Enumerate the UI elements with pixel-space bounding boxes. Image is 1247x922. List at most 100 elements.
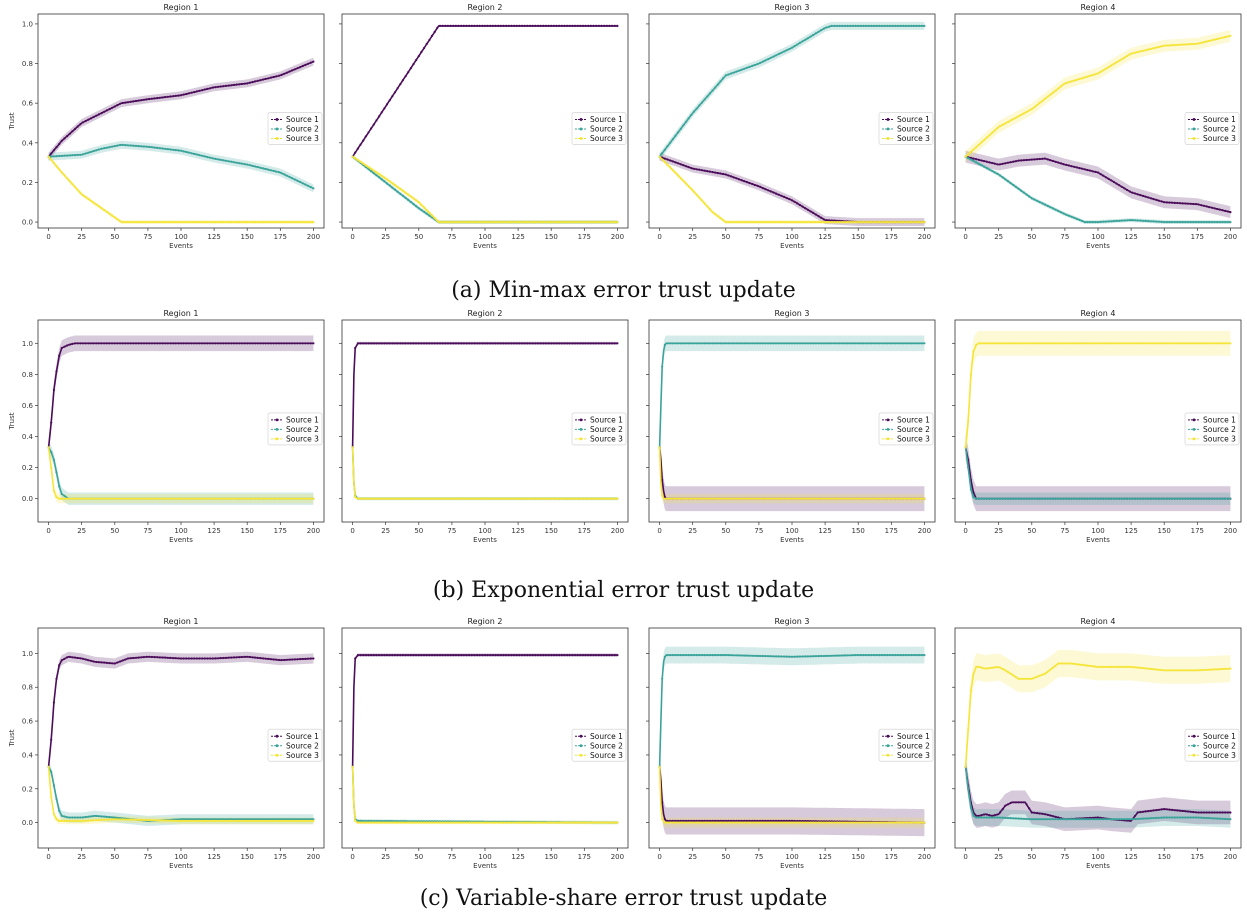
series-point [584, 221, 587, 224]
series-point [449, 821, 452, 824]
series-point [272, 75, 275, 79]
series-point [531, 342, 534, 345]
series-point [793, 200, 796, 203]
series-point [515, 342, 518, 345]
series-point [1099, 173, 1102, 176]
series-point [515, 654, 518, 657]
series-point [121, 497, 124, 500]
series-point [407, 654, 410, 657]
series-point [438, 342, 442, 345]
series-point [354, 157, 357, 160]
series-point [219, 819, 222, 823]
series-point [812, 342, 815, 345]
series-point [259, 818, 262, 821]
series-point [891, 24, 894, 27]
series-point [1062, 497, 1065, 500]
series-point [875, 497, 878, 500]
x-tick-label: 0 [657, 527, 661, 535]
series-point [1134, 814, 1137, 817]
legend-marker [579, 137, 583, 140]
series-point [1073, 497, 1076, 500]
series-point [809, 35, 812, 38]
series-point [140, 497, 143, 500]
series-point [809, 821, 812, 824]
series-point [1014, 185, 1018, 188]
series-point [248, 342, 251, 345]
series-point [129, 342, 132, 345]
series-point [513, 221, 516, 224]
series-point [103, 208, 106, 212]
series-point [68, 132, 71, 135]
series-point [489, 24, 492, 27]
series-point [206, 221, 209, 224]
series-point [201, 657, 204, 660]
series-point [81, 121, 85, 124]
series-point [1118, 497, 1121, 500]
series-point [1091, 221, 1094, 224]
x-tick-label: 175 [885, 233, 898, 241]
series-point [980, 342, 983, 345]
series-point [820, 29, 823, 32]
x-tick-label: 150 [852, 233, 865, 241]
series-point [1194, 42, 1198, 45]
series-point [401, 497, 404, 500]
series-point [998, 497, 1002, 500]
series-point [1226, 497, 1229, 500]
series-point [1025, 158, 1028, 162]
series-point [1091, 497, 1094, 500]
series-point [1049, 668, 1052, 671]
series-point [415, 342, 418, 345]
series-point [1070, 497, 1073, 500]
y-tick-label: 0.0 [22, 495, 33, 503]
series-point [100, 818, 103, 822]
series-point [272, 819, 275, 823]
series-point [380, 654, 383, 657]
legend-marker [275, 118, 279, 121]
series-point [1160, 808, 1163, 811]
series-point [87, 819, 90, 822]
series-point [1041, 673, 1044, 676]
series-point [1173, 497, 1176, 500]
series-point [830, 219, 833, 222]
series-point [722, 172, 725, 176]
legend-marker [579, 744, 583, 748]
series-point [1197, 342, 1200, 345]
series-point [544, 821, 548, 824]
series-point [772, 819, 775, 823]
series-point [870, 654, 873, 657]
series-point [1073, 818, 1076, 821]
series-point [1136, 193, 1139, 196]
series-point [743, 67, 746, 70]
series-point [743, 654, 746, 657]
series-point [235, 221, 238, 224]
series-point [891, 497, 894, 500]
series-point [1083, 76, 1086, 79]
x-tick-label: 25 [77, 233, 86, 241]
series-point [756, 221, 759, 224]
series-point [68, 655, 71, 659]
series-point [920, 821, 923, 824]
series-point [1009, 672, 1012, 675]
series-point [1096, 665, 1100, 669]
series-point [1210, 342, 1213, 345]
series-point [108, 212, 111, 215]
series-point [1057, 87, 1060, 90]
series-point [788, 47, 791, 51]
series-point [74, 816, 77, 819]
series-point [841, 24, 844, 27]
series-point [798, 203, 802, 207]
series-point [177, 819, 180, 823]
series-point [563, 342, 566, 345]
series-point [420, 654, 423, 657]
series-point [393, 188, 397, 191]
series-point [727, 221, 730, 224]
y-tick-label: 1.0 [22, 650, 33, 658]
series-point [814, 342, 817, 345]
series-point [50, 155, 53, 158]
x-tick-label: 200 [307, 527, 320, 535]
series-point [81, 342, 85, 345]
series-point [677, 342, 680, 345]
series-point [597, 821, 601, 824]
series-point [1091, 665, 1094, 668]
series-point [385, 654, 389, 657]
